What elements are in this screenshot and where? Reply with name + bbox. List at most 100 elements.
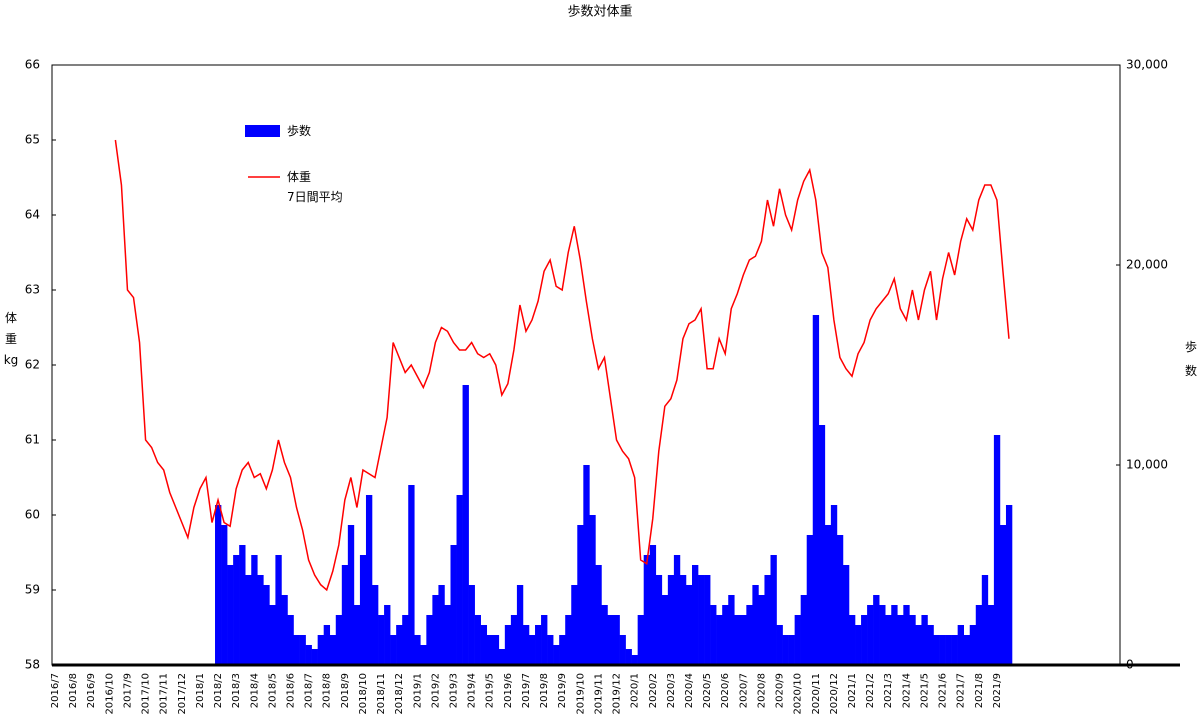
x-tick-label: 2019/1: [412, 673, 423, 708]
x-tick-label: 2019/7: [521, 673, 532, 708]
step-bar: [818, 425, 826, 665]
step-bar: [649, 545, 657, 665]
step-bar: [438, 585, 445, 665]
step-bar: [450, 545, 457, 665]
x-tick-label: 2020/4: [684, 673, 695, 708]
x-tick-label: 2021/1: [847, 673, 858, 708]
x-tick-label: 2016/7: [50, 673, 61, 708]
step-bar: [776, 625, 783, 665]
step-bar: [655, 575, 663, 665]
step-bar: [468, 585, 475, 665]
step-bar: [981, 575, 989, 665]
step-bar: [800, 595, 808, 665]
x-tick-label: 2021/5: [919, 673, 930, 708]
step-bar: [456, 495, 463, 665]
y2-axis-title: 歩 数: [1184, 340, 1197, 378]
y-tick-label: 61: [25, 433, 40, 447]
step-bar: [329, 635, 337, 665]
x-tick-label: 2018/2: [213, 673, 224, 708]
step-bar: [710, 605, 717, 665]
x-tick-label: 2020/9: [775, 673, 786, 708]
x-tick-label: 2021/8: [974, 673, 985, 708]
step-bar: [921, 615, 928, 665]
legend-swatch-steps: [245, 125, 280, 137]
x-tick-label: 2019/5: [485, 673, 496, 708]
step-bar: [432, 595, 439, 665]
x-tick-label: 2019/4: [467, 673, 478, 708]
x-tick-label: 2019/2: [430, 673, 441, 708]
step-bar: [885, 615, 892, 665]
step-bar: [927, 625, 934, 665]
step-bar: [692, 565, 699, 665]
step-bar: [263, 585, 270, 665]
step-bar: [275, 555, 282, 665]
step-bar: [281, 595, 288, 665]
y-tick-label: 58: [25, 658, 40, 672]
step-bar: [679, 575, 687, 665]
step-bar: [299, 635, 306, 665]
step-bar: [239, 545, 246, 665]
y2-tick-label: 30,000: [1126, 58, 1168, 72]
step-bar: [595, 565, 602, 665]
step-bar: [402, 615, 409, 665]
y-tick-label: 63: [25, 283, 40, 297]
x-tick-label: 2020/1: [630, 673, 641, 708]
y-tick-label: 60: [25, 508, 40, 522]
x-tick-label: 2019/11: [593, 673, 604, 715]
x-tick-label: 2019/8: [539, 673, 550, 708]
step-bar: [251, 555, 258, 665]
step-bar: [245, 575, 252, 665]
y-tick-label: 66: [25, 58, 40, 72]
step-bar: [233, 555, 240, 665]
x-tick-label: 2017/11: [159, 673, 170, 715]
chart-title: 歩数対体重: [567, 4, 632, 20]
step-bar: [535, 625, 542, 665]
step-bar: [547, 635, 554, 665]
step-bar: [963, 635, 971, 665]
step-bar: [933, 635, 940, 665]
step-bar: [426, 615, 433, 665]
x-tick-label: 2018/3: [231, 673, 242, 708]
step-bar: [492, 635, 500, 665]
x-tick-label: 2017/9: [122, 673, 133, 708]
step-bar: [516, 585, 524, 665]
step-bar: [571, 585, 578, 665]
step-bar: [287, 615, 294, 665]
x-tick-label: 2018/4: [249, 673, 260, 708]
step-bar: [378, 615, 385, 665]
step-bar: [408, 485, 415, 665]
y-tick-label: 59: [25, 583, 40, 597]
step-bar: [758, 595, 765, 665]
x-tick-label: 2020/12: [829, 673, 840, 715]
step-bar: [583, 465, 590, 665]
step-bar: [957, 625, 964, 665]
step-bar: [601, 605, 608, 665]
step-bar: [293, 635, 300, 665]
step-bar: [812, 315, 820, 665]
step-bar: [861, 615, 868, 665]
x-tick-label: 2017/10: [141, 673, 152, 715]
step-bar: [365, 495, 373, 665]
step-bar: [347, 525, 355, 665]
step-bar: [625, 649, 632, 665]
step-bar: [915, 625, 922, 665]
step-bar: [631, 655, 638, 665]
step-bar: [414, 635, 421, 665]
legend-label: 体重 7日間平均: [287, 170, 343, 204]
step-bar: [341, 565, 349, 665]
y-tick-label: 65: [25, 133, 40, 147]
x-tick-label: 2018/10: [358, 673, 369, 715]
y2-tick-label: 10,000: [1126, 458, 1168, 472]
x-tick-label: 2021/6: [938, 673, 949, 708]
step-bar: [999, 525, 1007, 665]
step-bar: [867, 605, 874, 665]
step-bar: [661, 595, 669, 665]
x-tick-label: 2018/8: [322, 673, 333, 708]
step-bar: [444, 605, 451, 665]
step-bar: [390, 635, 397, 665]
step-bar: [305, 645, 312, 665]
step-bar: [830, 505, 838, 665]
step-bar: [685, 585, 693, 665]
step-bar: [486, 635, 494, 665]
x-tick-label: 2021/7: [956, 673, 967, 708]
